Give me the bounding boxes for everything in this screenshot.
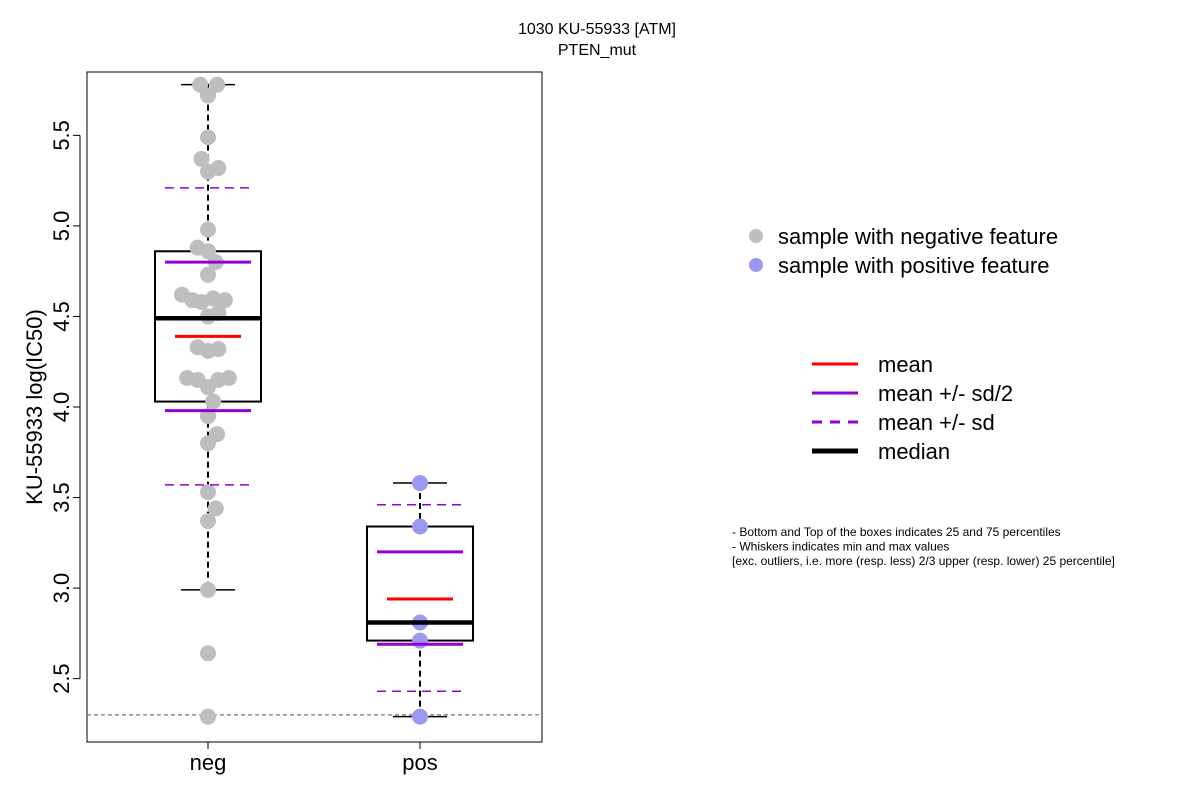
data-point — [200, 221, 216, 238]
data-point — [412, 708, 428, 725]
data-point — [412, 518, 428, 535]
legend-label: median — [878, 439, 950, 464]
group-neg — [154, 76, 262, 725]
y-axis-label: KU-55933 log(IC50) — [22, 309, 47, 505]
data-point — [200, 513, 216, 530]
data-point — [412, 475, 428, 492]
data-point — [200, 645, 216, 662]
data-point — [200, 708, 216, 725]
y-tick-label: 2.5 — [49, 663, 74, 694]
legend-marker — [749, 258, 763, 272]
y-tick-label: 4.5 — [49, 301, 74, 332]
chart-title: 1030 KU-55933 [ATM] — [518, 21, 676, 38]
data-point — [205, 290, 222, 307]
legend-label: sample with negative feature — [778, 224, 1058, 249]
data-point — [200, 87, 216, 104]
data-point — [220, 370, 237, 387]
legend-label: sample with positive feature — [778, 253, 1049, 278]
legend-label: mean +/- sd/2 — [878, 381, 1013, 406]
y-tick-label: 5.5 — [49, 120, 74, 151]
data-point — [207, 500, 224, 517]
note-line: - Bottom and Top of the boxes indicates … — [732, 525, 1061, 539]
legend-marker — [749, 229, 763, 243]
data-point — [200, 129, 216, 146]
data-point — [193, 150, 210, 167]
y-tick-label: 4.0 — [49, 392, 74, 423]
y-tick-label: 3.0 — [49, 573, 74, 604]
data-point — [200, 435, 216, 452]
data-point — [205, 393, 222, 410]
data-point — [200, 581, 216, 598]
data-point — [210, 341, 227, 358]
y-axis: 2.5 3.0 3.5 4.0 4.5 5.0 5.5 — [49, 120, 81, 694]
legend-label: mean +/- sd — [878, 410, 995, 435]
note-line: - Whiskers indicates min and max values — [732, 540, 949, 554]
data-point — [200, 484, 216, 501]
data-point — [200, 266, 216, 283]
data-point — [209, 76, 226, 93]
x-axis: neg pos — [190, 741, 438, 775]
data-point — [216, 292, 233, 309]
data-point — [412, 632, 428, 649]
plot-area — [87, 76, 542, 725]
group-pos — [366, 475, 474, 725]
data-point — [200, 163, 216, 180]
x-tick-label: neg — [190, 750, 227, 775]
y-tick-label: 3.5 — [49, 482, 74, 513]
legend-label: mean — [878, 352, 933, 377]
legend: sample with negative feature sample with … — [749, 224, 1058, 464]
chart-subtitle: PTEN_mut — [558, 42, 637, 59]
y-tick-label: 5.0 — [49, 211, 74, 242]
note-line: [exc. outliers, i.e. more (resp. less) 2… — [732, 554, 1115, 568]
x-tick-label: pos — [402, 750, 437, 775]
notes: - Bottom and Top of the boxes indicates … — [732, 525, 1115, 568]
